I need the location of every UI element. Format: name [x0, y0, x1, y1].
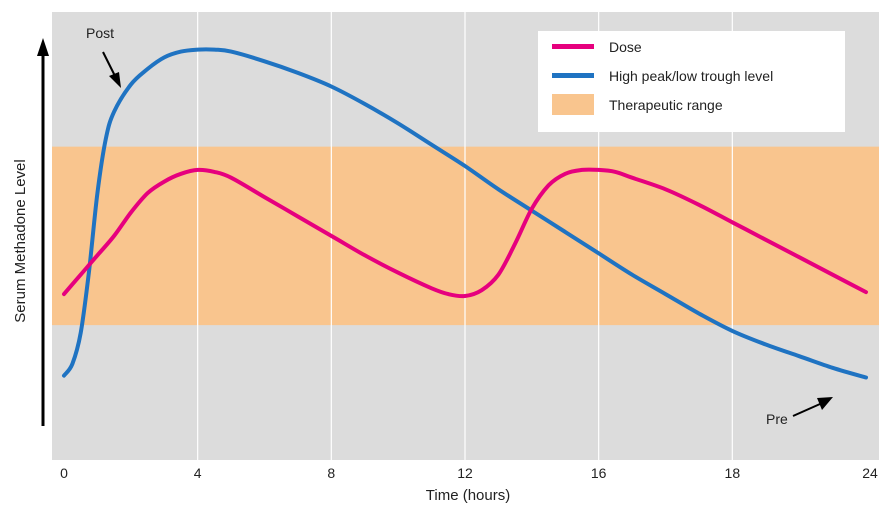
annotation-pre: Pre: [766, 397, 833, 427]
annotation-post: Post: [86, 25, 121, 88]
legend-swatch-high-peak: [552, 73, 594, 78]
legend-swatch-therapeutic-range: [552, 94, 594, 115]
annotation-post-arrowhead: [109, 72, 121, 88]
x-tick-label-0: 0: [60, 465, 68, 481]
annotation-pre-arrowhead: [817, 397, 833, 410]
series-line-high-peak-low-trough: [62, 47, 868, 380]
x-tick-labels: 0 4 8 12 16 18 24: [60, 465, 878, 481]
annotation-pre-label: Pre: [766, 411, 788, 427]
data-lines: [62, 47, 868, 380]
x-tick-label-8: 8: [327, 465, 335, 481]
x-tick-label-12: 12: [457, 465, 473, 481]
x-axis-title: Time (hours): [426, 487, 510, 504]
annotation-post-label: Post: [86, 25, 114, 41]
legend-label-high-peak: High peak/low trough level: [609, 68, 773, 84]
x-tick-label-24: 24: [862, 465, 878, 481]
series-line-dose: [62, 167, 868, 299]
legend-label-dose: Dose: [609, 39, 642, 55]
x-tick-label-4: 4: [194, 465, 202, 481]
x-tick-label-18: 18: [725, 465, 741, 481]
y-axis-title: Serum Methadone Level: [12, 159, 29, 322]
x-tick-label-16: 16: [591, 465, 607, 481]
legend: Dose High peak/low trough level Therapeu…: [538, 31, 845, 132]
y-axis-arrow: [37, 38, 49, 426]
legend-label-therapeutic-range: Therapeutic range: [609, 97, 723, 113]
legend-swatch-dose: [552, 44, 594, 49]
